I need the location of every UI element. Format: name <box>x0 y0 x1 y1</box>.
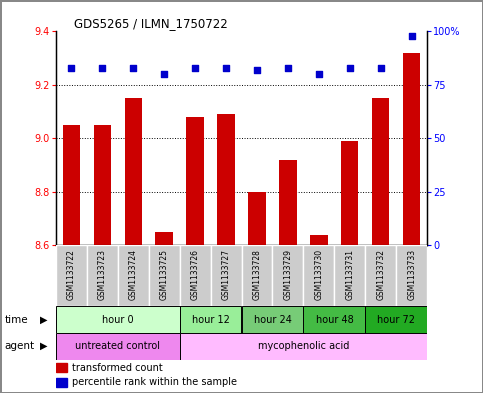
Text: untreated control: untreated control <box>75 341 160 351</box>
Text: GSM1133722: GSM1133722 <box>67 249 75 300</box>
Bar <box>149 245 180 306</box>
Bar <box>156 232 172 245</box>
Point <box>222 64 230 71</box>
Point <box>408 33 416 39</box>
Bar <box>62 125 80 245</box>
Bar <box>56 306 180 333</box>
Bar <box>117 245 149 306</box>
Point <box>191 64 199 71</box>
Bar <box>242 245 272 306</box>
Text: GSM1133726: GSM1133726 <box>190 249 199 300</box>
Bar <box>86 245 117 306</box>
Text: GSM1133723: GSM1133723 <box>98 249 107 300</box>
Point <box>253 67 261 73</box>
Bar <box>397 245 427 306</box>
Bar <box>125 98 142 245</box>
Bar <box>248 192 266 245</box>
Text: GDS5265 / ILMN_1750722: GDS5265 / ILMN_1750722 <box>74 17 228 30</box>
Text: GSM1133729: GSM1133729 <box>284 249 293 300</box>
Bar <box>242 306 303 333</box>
Bar <box>180 333 427 360</box>
Bar <box>372 98 389 245</box>
Text: time: time <box>5 314 28 325</box>
Text: ▶: ▶ <box>40 314 47 325</box>
Text: hour 0: hour 0 <box>102 314 133 325</box>
Bar <box>56 245 86 306</box>
Bar <box>186 117 203 245</box>
Bar <box>303 306 366 333</box>
Text: GSM1133732: GSM1133732 <box>376 249 385 300</box>
Bar <box>341 141 358 245</box>
Text: hour 24: hour 24 <box>254 314 291 325</box>
Text: ▶: ▶ <box>40 341 47 351</box>
Text: GSM1133731: GSM1133731 <box>345 249 355 300</box>
Bar <box>334 245 366 306</box>
Bar <box>211 245 242 306</box>
Bar <box>311 235 327 245</box>
Text: transformed count: transformed count <box>72 363 163 373</box>
Text: agent: agent <box>5 341 35 351</box>
Text: hour 48: hour 48 <box>315 314 354 325</box>
Point <box>98 64 106 71</box>
Bar <box>56 363 67 372</box>
Point <box>346 64 354 71</box>
Text: mycophenolic acid: mycophenolic acid <box>258 341 349 351</box>
Text: GSM1133724: GSM1133724 <box>128 249 138 300</box>
Point <box>315 71 323 77</box>
Bar <box>217 114 235 245</box>
Bar <box>272 245 303 306</box>
Bar <box>180 306 242 333</box>
Text: hour 12: hour 12 <box>192 314 229 325</box>
Text: GSM1133728: GSM1133728 <box>253 249 261 300</box>
Point <box>377 64 385 71</box>
Bar <box>56 378 67 387</box>
Text: percentile rank within the sample: percentile rank within the sample <box>72 377 238 387</box>
Text: GSM1133725: GSM1133725 <box>159 249 169 300</box>
Text: hour 72: hour 72 <box>377 314 415 325</box>
Bar <box>180 245 211 306</box>
Text: GSM1133733: GSM1133733 <box>408 249 416 300</box>
Point <box>160 71 168 77</box>
Bar <box>366 306 427 333</box>
Bar <box>56 333 180 360</box>
Bar <box>280 160 297 245</box>
Point <box>67 64 75 71</box>
Bar <box>366 245 397 306</box>
Point <box>129 64 137 71</box>
Text: GSM1133730: GSM1133730 <box>314 249 324 300</box>
Bar <box>403 53 421 245</box>
Bar <box>303 245 334 306</box>
Text: GSM1133727: GSM1133727 <box>222 249 230 300</box>
Point <box>284 64 292 71</box>
Bar <box>94 125 111 245</box>
